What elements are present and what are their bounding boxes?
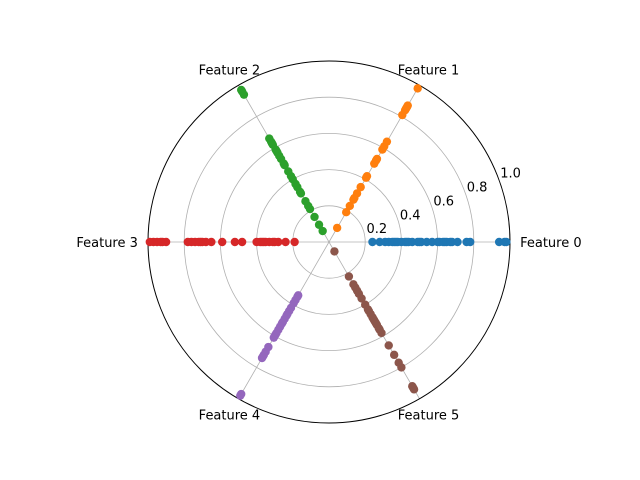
radial-tick-label: 0.8 <box>467 181 488 196</box>
data-point <box>301 197 310 206</box>
data-point <box>352 189 362 198</box>
data-point <box>403 101 412 110</box>
data-point <box>465 237 475 247</box>
feature-axis-label: Feature 4 <box>199 408 261 423</box>
data-point <box>252 237 261 247</box>
data-point <box>413 84 422 93</box>
data-point <box>281 237 290 247</box>
data-point <box>145 237 155 247</box>
radial-tick-label: 1.0 <box>500 167 521 182</box>
data-point <box>397 363 406 372</box>
data-point <box>372 154 382 164</box>
data-point <box>377 328 386 338</box>
data-point <box>284 167 293 176</box>
data-point <box>356 182 365 192</box>
feature-axis-label: Feature 1 <box>398 64 460 79</box>
data-point <box>344 272 354 281</box>
data-point <box>183 237 193 247</box>
data-point <box>357 294 366 303</box>
data-point <box>237 237 247 247</box>
data-point <box>265 134 274 143</box>
data-point <box>389 350 399 360</box>
data-point <box>332 223 342 233</box>
data-point <box>382 137 392 146</box>
data-point <box>409 385 419 394</box>
data-point <box>314 220 324 229</box>
data-point <box>318 226 327 236</box>
data-point <box>453 237 462 247</box>
data-point <box>368 237 377 247</box>
feature-axis-label: Feature 2 <box>199 64 261 79</box>
data-point <box>341 208 351 217</box>
feature-axis-label: Feature 0 <box>520 236 582 251</box>
data-point <box>230 237 240 247</box>
feature-axis-label: Feature 5 <box>398 408 460 423</box>
radial-tick-label: 0.4 <box>400 208 421 223</box>
data-point <box>502 237 511 247</box>
radial-tick-label: 0.2 <box>366 222 387 237</box>
data-point <box>345 201 355 211</box>
data-point <box>362 171 372 181</box>
feature-axis-label: Feature 3 <box>76 236 138 251</box>
data-point <box>310 212 319 222</box>
data-point <box>384 341 393 350</box>
data-point <box>236 391 245 400</box>
data-point <box>269 333 278 342</box>
data-point <box>330 247 339 256</box>
data-point <box>218 237 227 247</box>
radial-tick-label: 0.6 <box>433 194 454 209</box>
data-point <box>257 353 267 363</box>
data-point <box>237 85 246 95</box>
data-point <box>290 237 299 247</box>
